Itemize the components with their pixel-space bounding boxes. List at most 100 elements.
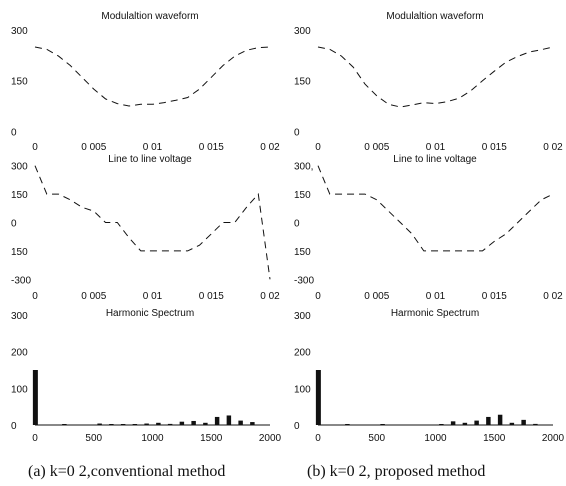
x-tick-label: 1000 bbox=[424, 433, 447, 444]
bar bbox=[345, 424, 350, 425]
bar bbox=[533, 423, 538, 425]
chart-title: Modulaltion waveform bbox=[101, 11, 198, 22]
bar bbox=[226, 415, 232, 425]
x-tick-label: 0 005 bbox=[364, 291, 389, 302]
x-tick-label: 500 bbox=[368, 433, 385, 444]
bar bbox=[450, 421, 456, 425]
x-tick-label: 0 02 bbox=[260, 142, 280, 153]
x-tick-label: 0 005 bbox=[364, 142, 389, 153]
x-tick-label: 0 01 bbox=[143, 291, 163, 302]
x-tick-label: 1500 bbox=[200, 433, 223, 444]
x-tick-label: 0 005 bbox=[81, 142, 106, 153]
bar bbox=[120, 424, 126, 425]
bar bbox=[97, 423, 102, 425]
y-tick-label: 150 bbox=[11, 77, 28, 88]
bar bbox=[250, 422, 255, 425]
x-tick-label: 0 bbox=[32, 433, 38, 444]
chart-title: Harmonic Spectrum bbox=[391, 308, 479, 319]
y-tick-label: 200 bbox=[294, 348, 311, 359]
bar bbox=[497, 414, 503, 425]
chart-title: Line to line voltage bbox=[108, 154, 192, 165]
y-tick-label: 100 bbox=[294, 384, 311, 395]
chart-title: Modulaltion waveform bbox=[386, 11, 483, 22]
chart-title: Line to line voltage bbox=[393, 154, 477, 165]
y-tick-label: 0 bbox=[11, 219, 17, 230]
y-tick-label: 150 bbox=[11, 247, 28, 258]
chart-title: Harmonic Spectrum bbox=[106, 308, 194, 319]
x-tick-label: 0 015 bbox=[199, 142, 224, 153]
bar bbox=[509, 422, 515, 425]
bar bbox=[179, 421, 185, 425]
y-tick-label: -300 bbox=[11, 275, 31, 286]
bar bbox=[156, 422, 161, 425]
bar bbox=[144, 423, 149, 425]
x-tick-label: 0 015 bbox=[482, 291, 507, 302]
x-tick-label: 0 bbox=[315, 142, 321, 153]
x-tick-label: 0 bbox=[32, 142, 38, 153]
bar bbox=[191, 420, 196, 425]
bar bbox=[203, 422, 208, 425]
y-tick-label: 150 bbox=[11, 190, 28, 201]
caption-right: (b) k=0 2, proposed method bbox=[307, 463, 485, 480]
x-tick-label: 0 bbox=[315, 433, 321, 444]
x-tick-label: 0 015 bbox=[199, 291, 224, 302]
chart-panel-2: Modulaltion waveform 300 150 0 0 0 005 0 01 0 0… bbox=[294, 11, 563, 153]
y-tick-label: 150 bbox=[294, 247, 311, 258]
x-tick-label: 2000 bbox=[542, 433, 565, 444]
y-tick-label: 0 bbox=[294, 127, 300, 138]
x-tick-label: 0 01 bbox=[143, 142, 163, 153]
bar bbox=[132, 424, 138, 425]
x-tick-label: 0 bbox=[32, 291, 38, 302]
x-tick-label: 500 bbox=[85, 433, 102, 444]
y-tick-label: 150 bbox=[294, 77, 311, 88]
x-tick-label: 0 02 bbox=[260, 291, 280, 302]
y-tick-label: 0 bbox=[294, 219, 300, 230]
bar bbox=[486, 416, 491, 425]
x-tick-label: 0 01 bbox=[426, 142, 446, 153]
series-line bbox=[317, 46, 554, 108]
series-line bbox=[317, 165, 554, 252]
y-tick-label: 300 bbox=[11, 311, 28, 322]
bar bbox=[474, 420, 479, 425]
x-tick-label: 0 015 bbox=[482, 142, 507, 153]
bar bbox=[167, 423, 173, 425]
x-tick-label: 2000 bbox=[259, 433, 282, 444]
y-tick-label: 0 bbox=[11, 421, 17, 432]
y-tick-label: 0 bbox=[294, 421, 300, 432]
y-tick-label: 200 bbox=[11, 348, 28, 359]
x-tick-label: 0 02 bbox=[543, 291, 563, 302]
y-tick-label: -300 bbox=[294, 275, 314, 286]
bar bbox=[214, 416, 220, 425]
bar bbox=[32, 370, 38, 425]
bar bbox=[462, 422, 468, 425]
y-tick-label: 300 bbox=[294, 311, 311, 322]
x-tick-label: 0 bbox=[315, 291, 321, 302]
y-tick-label: 100 bbox=[11, 384, 28, 395]
x-tick-label: 0 02 bbox=[543, 142, 563, 153]
bar bbox=[109, 424, 114, 425]
y-tick-label: 0 bbox=[11, 127, 17, 138]
y-tick-label: 300, bbox=[294, 162, 313, 173]
bar bbox=[238, 420, 243, 425]
y-tick-label: 300 bbox=[11, 26, 28, 37]
bar bbox=[62, 424, 67, 425]
series-line bbox=[34, 46, 271, 107]
caption-left: (a) k=0 2,conventional method bbox=[28, 463, 225, 480]
bar bbox=[380, 424, 385, 425]
y-tick-label: 300 bbox=[11, 162, 28, 173]
x-tick-label: 0 005 bbox=[81, 291, 106, 302]
y-tick-label: 150 bbox=[294, 190, 311, 201]
x-tick-label: 0 01 bbox=[426, 291, 446, 302]
bar bbox=[439, 424, 444, 425]
bar bbox=[521, 419, 526, 425]
x-tick-label: 1000 bbox=[141, 433, 164, 444]
x-tick-label: 1500 bbox=[483, 433, 506, 444]
chart-panel-1: Modulaltion waveform 300 150 0 0 0 005 0 01 0 0… bbox=[11, 11, 280, 153]
y-tick-label: 300 bbox=[294, 26, 311, 37]
bar bbox=[315, 370, 321, 425]
